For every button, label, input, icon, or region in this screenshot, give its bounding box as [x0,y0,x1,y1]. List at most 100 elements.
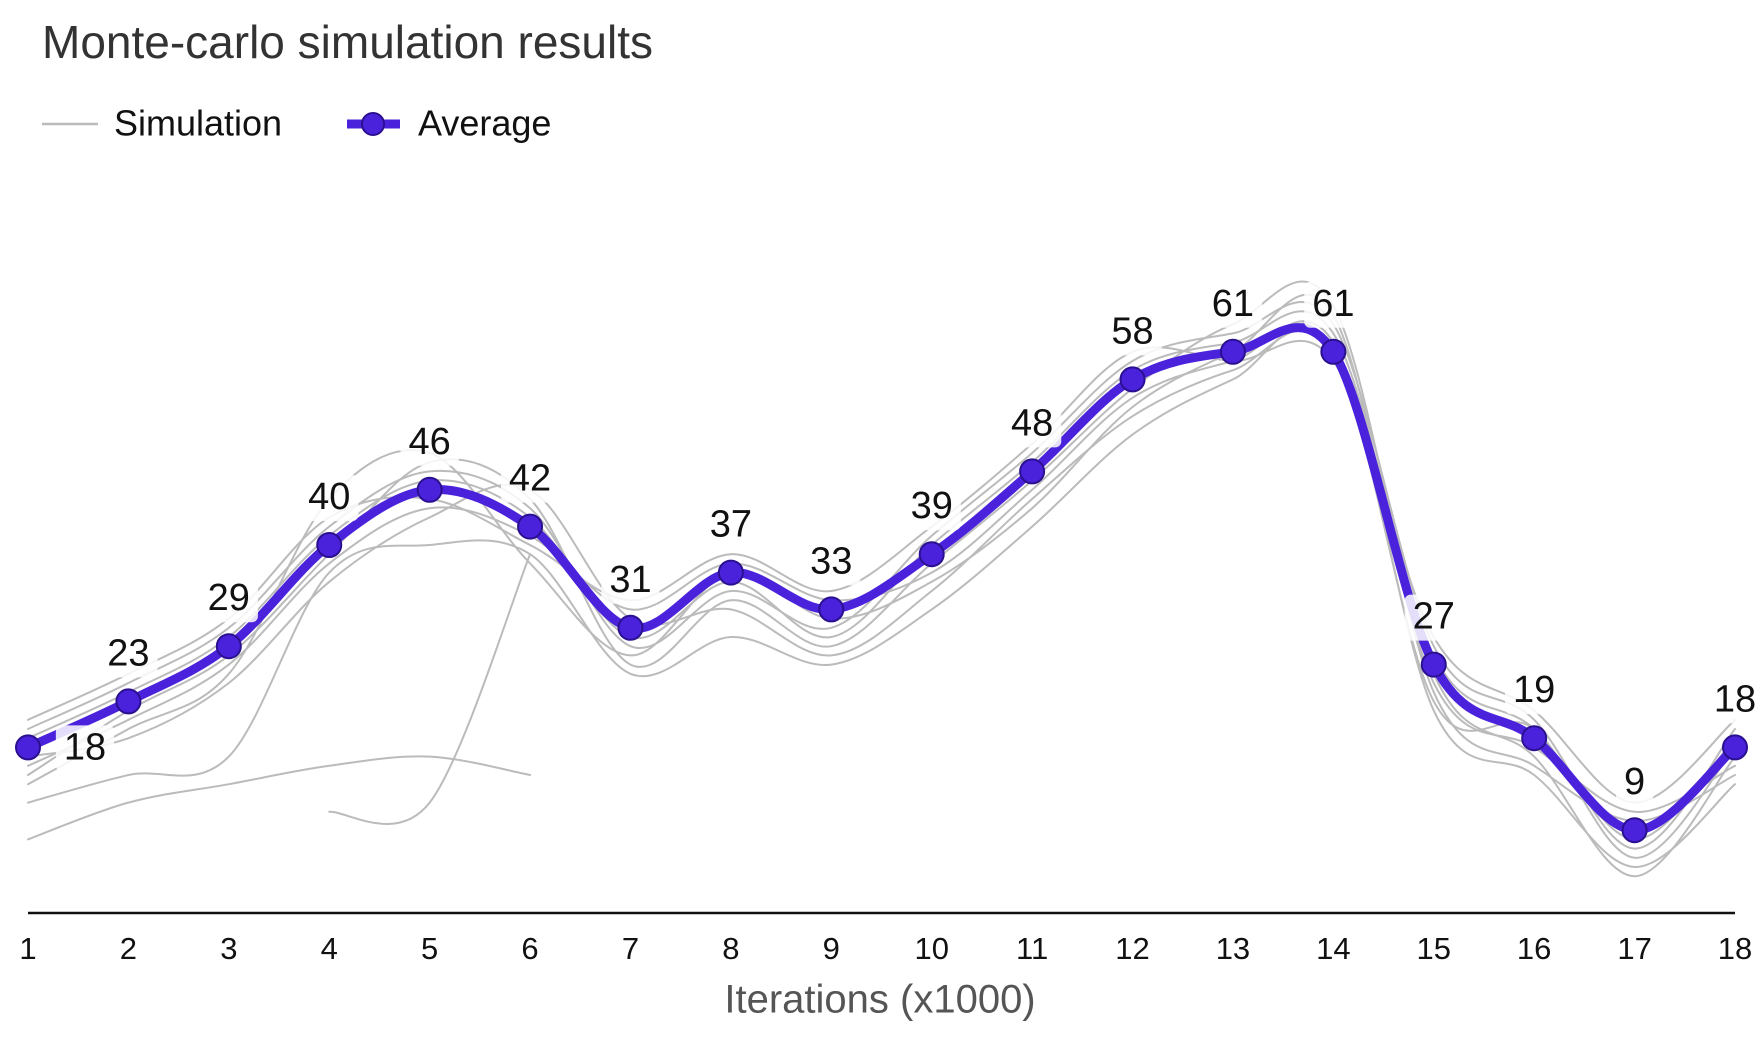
x-tick-label: 6 [521,931,538,966]
data-label: 37 [710,504,752,546]
data-label-group: 18 [1705,677,1763,724]
average-marker [717,559,744,586]
average-marker [215,633,242,660]
data-label-group: 33 [802,539,861,586]
data-label-bg [802,539,861,586]
data-label: 9 [1624,761,1645,803]
x-tick-label: 16 [1517,931,1551,966]
data-label: 31 [609,559,651,601]
average-marker [1119,366,1146,393]
data-label-group: 46 [400,419,459,466]
simulation-line [27,328,1736,859]
average-marker [1722,734,1748,761]
average-marker [316,532,343,558]
data-label-group: 40 [300,475,359,521]
simulation-line [27,320,1736,813]
average-marker [115,688,142,715]
average-marker [517,513,544,540]
average-marker [818,596,845,623]
chart-title: Monte-carlo simulation results [42,16,653,68]
data-label: 29 [208,577,250,619]
data-label: 39 [911,485,953,527]
data-label: 48 [1011,402,1053,444]
data-label-bg [500,456,560,503]
data-label-group: 39 [902,484,961,531]
data-label-bg [1616,760,1654,807]
x-tick-label: 5 [421,931,438,966]
x-tick-label: 12 [1115,931,1149,966]
data-label-group: 31 [601,557,660,604]
legend: Simulation Average [42,103,551,144]
data-label-group: 29 [199,576,258,623]
data-label-bg [300,475,359,521]
x-tick-label: 9 [823,931,840,966]
data-label-bg [1505,668,1564,715]
x-tick-label: 18 [1718,931,1752,966]
data-label-group: 9 [1616,760,1654,807]
data-label-group: 61 [1304,281,1363,328]
data-label: 19 [1513,669,1555,711]
x-tick-label: 1 [19,931,36,966]
data-label: 18 [1714,678,1756,720]
x-tick-label: 7 [622,931,639,966]
data-label: 42 [509,458,551,500]
data-label-bg [1103,309,1162,356]
data-label-bg [601,557,660,604]
data-label-group: 48 [1002,401,1062,448]
data-label-group: 27 [1404,594,1463,641]
average-marker [1019,458,1046,485]
x-tick-label: 10 [914,931,948,966]
data-label: 27 [1413,596,1455,638]
data-label: 33 [810,540,852,582]
data-label-bg [199,576,258,623]
data-label-bg [1404,594,1463,641]
x-tick-label: 11 [1016,931,1048,966]
x-tick-label: 15 [1417,931,1451,966]
x-axis-title: Iterations (x1000) [724,978,1035,1022]
data-label: 58 [1111,310,1153,352]
x-tick-label: 3 [220,931,237,966]
simulation-line [27,280,1736,878]
data-label: 61 [1312,283,1354,325]
simulation-line [27,293,1736,823]
average-marker [1420,651,1447,678]
legend-label: Simulation [114,103,282,144]
data-label-bg [701,502,761,549]
data-label-bg [902,484,961,531]
average-marker [1219,338,1246,365]
data-label-group: 19 [1505,668,1564,715]
data-label: 18 [64,726,106,768]
average-marker [416,476,443,503]
simulation-line [328,553,532,825]
average-marker [1521,725,1548,752]
average-marker [918,541,945,568]
x-tick-label: 8 [722,931,739,966]
average-marker [1320,338,1347,365]
data-label-group: 58 [1103,309,1162,356]
data-label-bg [55,725,115,772]
data-label: 40 [308,476,350,518]
x-tick-label: 2 [120,931,137,966]
data-label: 23 [107,632,149,674]
data-label-bg [1002,401,1062,448]
legend-label: Average [418,103,551,144]
average-marker [15,734,41,761]
legend-marker [361,112,385,136]
average-marker [617,614,644,641]
average-marker [1621,817,1648,844]
data-label-group: 42 [500,456,560,503]
simulation-line [27,322,1736,869]
simulation-line [27,755,532,841]
x-tick-label: 17 [1617,931,1651,966]
data-label: 61 [1212,283,1254,325]
average-line [23,323,1740,835]
data-label-group: 23 [99,631,158,678]
data-label: 46 [409,421,451,463]
x-tick-label: 4 [321,931,338,966]
data-label-group: 37 [701,502,761,549]
data-label-bg [1705,677,1763,724]
data-label-bg [400,419,459,466]
data-label-bg [1304,281,1363,328]
data-label-bg [99,631,158,678]
